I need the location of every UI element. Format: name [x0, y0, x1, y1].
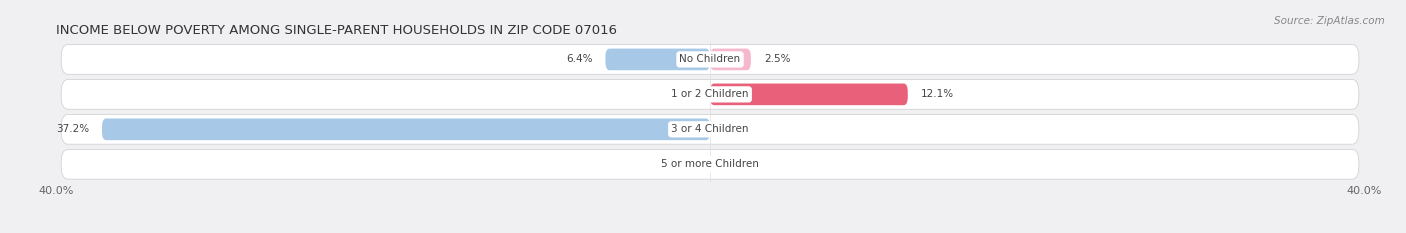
- Legend: Single Father, Single Mother: Single Father, Single Mother: [614, 231, 806, 233]
- Text: 1 or 2 Children: 1 or 2 Children: [671, 89, 749, 99]
- Text: No Children: No Children: [679, 55, 741, 64]
- Text: INCOME BELOW POVERTY AMONG SINGLE-PARENT HOUSEHOLDS IN ZIP CODE 07016: INCOME BELOW POVERTY AMONG SINGLE-PARENT…: [56, 24, 617, 37]
- Text: 5 or more Children: 5 or more Children: [661, 159, 759, 169]
- Text: 6.4%: 6.4%: [565, 55, 592, 64]
- FancyBboxPatch shape: [60, 45, 1360, 74]
- FancyBboxPatch shape: [60, 149, 1360, 179]
- Text: 3 or 4 Children: 3 or 4 Children: [671, 124, 749, 134]
- Text: 37.2%: 37.2%: [56, 124, 89, 134]
- FancyBboxPatch shape: [710, 49, 751, 70]
- FancyBboxPatch shape: [60, 114, 1360, 144]
- FancyBboxPatch shape: [103, 118, 710, 140]
- FancyBboxPatch shape: [60, 79, 1360, 109]
- FancyBboxPatch shape: [710, 84, 908, 105]
- Text: 0.0%: 0.0%: [671, 159, 697, 169]
- Text: 12.1%: 12.1%: [921, 89, 955, 99]
- Text: 2.5%: 2.5%: [763, 55, 790, 64]
- FancyBboxPatch shape: [606, 49, 710, 70]
- Text: 0.0%: 0.0%: [723, 124, 749, 134]
- Text: Source: ZipAtlas.com: Source: ZipAtlas.com: [1274, 16, 1385, 26]
- Text: 0.0%: 0.0%: [723, 159, 749, 169]
- Text: 0.0%: 0.0%: [671, 89, 697, 99]
